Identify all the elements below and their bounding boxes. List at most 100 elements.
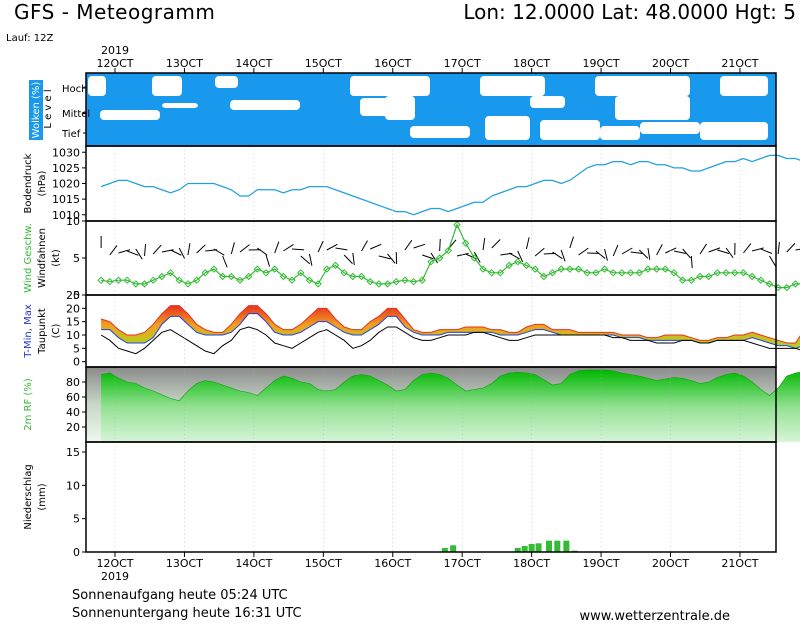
wind-barb — [187, 243, 191, 256]
wind-speed-point — [557, 265, 565, 273]
wind-barb — [343, 254, 353, 264]
pressure-ytick-label: 1030 — [52, 146, 80, 159]
top-year-label: 2019 — [101, 44, 129, 57]
cloud-level-label: Mittel — [62, 109, 90, 120]
top-day-label: 15OCT — [305, 57, 342, 70]
wind-speed-point — [401, 276, 409, 284]
wind-speed-point — [340, 269, 348, 277]
wind-barb — [213, 248, 225, 256]
precipitation-ytick-label: 0 — [73, 546, 80, 559]
wind-speed-point — [106, 277, 114, 286]
cloud-cell — [485, 116, 530, 140]
bottom-year-label: 2019 — [101, 570, 129, 583]
model-run-label: Lauf: 12Z — [6, 33, 54, 44]
wind-speed-point — [652, 265, 661, 273]
wind-speed-point — [184, 280, 192, 288]
wind-speed-point — [670, 269, 678, 277]
wind-speed-point — [158, 272, 166, 281]
bottom-day-label: 19OCT — [583, 557, 620, 570]
cloud-cell — [100, 110, 160, 120]
precip-bar — [450, 545, 457, 552]
top-day-label: 14OCT — [235, 57, 272, 70]
wind-speed-point — [392, 277, 400, 286]
wind-speed-point — [357, 272, 366, 281]
wind-barb — [777, 242, 780, 255]
bottom-day-label: 15OCT — [305, 557, 342, 570]
temperature-ytick-label: 10 — [66, 329, 80, 342]
wind-speed-point — [192, 276, 201, 284]
precip-bar — [528, 544, 535, 552]
wind-barb — [222, 255, 228, 268]
wind-speed-point — [253, 265, 262, 273]
chart-title: GFS - Meteogramm — [14, 0, 216, 24]
wind-barb — [595, 250, 606, 259]
wind-barb — [126, 250, 139, 256]
wind-speed-point — [505, 261, 513, 270]
precipitation-ytick-label: 5 — [73, 513, 80, 526]
wind-barb — [369, 243, 382, 250]
wind-speed-point — [791, 280, 800, 288]
wind-speed-point — [757, 276, 765, 284]
wind-speed-point — [531, 265, 539, 273]
wind-speed-point — [123, 276, 131, 284]
wind-speed-point — [739, 269, 748, 277]
wind-speed-point — [496, 269, 505, 277]
top-day-label: 17OCT — [444, 57, 481, 70]
cloud-cell — [600, 126, 640, 140]
temperature-ytick-label: 20 — [66, 302, 80, 315]
cloud-cell — [152, 76, 182, 96]
bottom-day-label: 21OCT — [721, 557, 758, 570]
tmax-line — [100, 305, 800, 344]
wind-speed-point — [366, 277, 374, 286]
precipitation-frame — [85, 441, 777, 553]
wind-speed-point — [626, 269, 635, 277]
wind-speed-point — [288, 276, 296, 284]
wind-barb — [690, 255, 693, 269]
site-link[interactable]: www.wetterzentrale.de — [579, 609, 730, 624]
wind-speed-point — [635, 269, 643, 277]
wind-ylabel: (kt) — [51, 249, 62, 267]
cloud-cell — [480, 76, 545, 96]
wind-speed-point — [548, 269, 557, 277]
location-info: Lon: 12.0000 Lat: 48.0000 Hgt: 5 — [463, 0, 796, 24]
pressure-line — [100, 154, 800, 216]
precip-bar — [554, 540, 561, 552]
cloud-level-label: Tief — [61, 129, 81, 140]
wind-speed-line — [101, 223, 800, 289]
wind-speed-point — [783, 283, 791, 292]
pressure-ytick-label: 1020 — [52, 178, 80, 191]
bottom-day-label: 20OCT — [652, 557, 689, 570]
wind-speed-point — [514, 257, 522, 266]
wind-speed-point — [722, 269, 730, 277]
wind-speed-point — [271, 265, 279, 273]
cloud-ylabel-background — [29, 80, 43, 140]
cloud-cell — [215, 76, 238, 88]
sunrise-label: Sonnenaufgang heute 05:24 UTC — [72, 588, 288, 603]
wind-speed-point — [201, 269, 209, 277]
wind-barb — [621, 247, 633, 255]
wind-speed-point — [696, 272, 704, 281]
top-day-label: 19OCT — [583, 57, 620, 70]
temperature-ylabel: T-Min, Max — [23, 304, 34, 359]
cloud-cell — [88, 76, 106, 96]
wind-speed-point — [618, 269, 626, 277]
top-day-label: 12OCT — [96, 57, 133, 70]
wind-barb — [456, 252, 469, 257]
wind-speed-point — [140, 280, 149, 288]
precip-bar — [441, 548, 448, 552]
top-day-label: 20OCT — [652, 57, 689, 70]
precip-bar — [514, 548, 521, 552]
temperature-ylabel: Taupunkt — [37, 308, 48, 355]
wind-speed-point — [731, 269, 739, 277]
wind-speed-point — [323, 265, 331, 273]
day-gridlines — [114, 146, 741, 552]
wind-barb — [292, 248, 305, 251]
wind-barb — [387, 253, 396, 264]
wind-speed-point — [149, 276, 157, 284]
precipitation-ytick-label: 10 — [66, 479, 80, 492]
wind-barbs — [100, 236, 800, 269]
sunset-label: Sonnenuntergang heute 16:31 UTC — [72, 606, 302, 621]
wind-barb — [109, 245, 118, 256]
wind-speed-point — [166, 269, 175, 277]
